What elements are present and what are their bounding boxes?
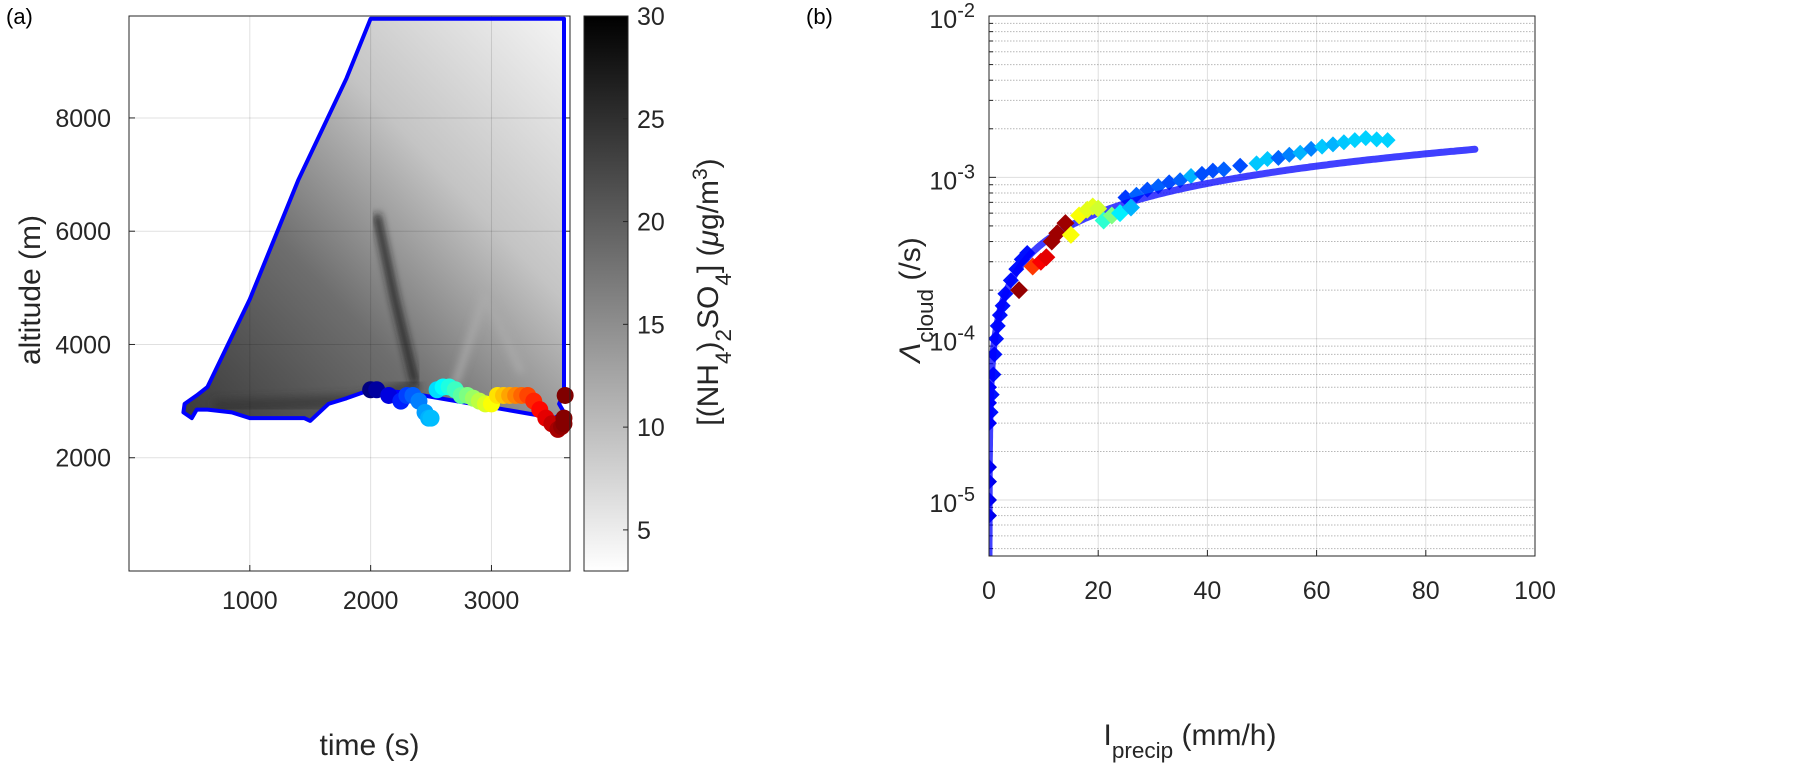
y-tick-label: 10-2 [929, 0, 975, 34]
axes-background [989, 16, 1535, 556]
blue-diamond-point [1303, 140, 1320, 157]
y-tick-base: 10 [929, 329, 957, 357]
x-tick-label: 80 [1412, 577, 1440, 605]
y-tick-label: 6000 [55, 218, 111, 246]
label-part: 4 [711, 273, 736, 286]
axes-box [988, 15, 1536, 557]
blue-diamond-point [1232, 157, 1249, 174]
label-part: cloud [913, 289, 938, 343]
y-tick-base: 10 [929, 167, 957, 195]
blue-diamond-point [1335, 134, 1352, 151]
label-part: 4 [711, 352, 736, 365]
label-part: (mm/h) [1173, 719, 1276, 752]
y-tick-label: 2000 [55, 445, 111, 473]
label-part: (/s) [894, 237, 927, 289]
x-tick-label: 3000 [464, 587, 520, 615]
cloud-base-point [555, 409, 573, 427]
y-axis-label: altitude (m) [14, 215, 47, 365]
colorbar-tick-label: 25 [637, 106, 665, 134]
y-tick-base: 10 [929, 490, 957, 518]
colorbar-label: [(NH4)2SO4] (μg/m3) [689, 158, 736, 425]
colored-diamond-point [1010, 281, 1029, 300]
axes-box [128, 15, 571, 572]
x-tick-label: 60 [1303, 577, 1331, 605]
colored-diamond-point [1061, 225, 1080, 244]
blue-diamond-point [1183, 167, 1200, 184]
plot-area [989, 130, 1479, 556]
panel-a-heatmap: 1000 2000 3000 2000 4000 6000 8000 time (s) alti… [14, 3, 736, 762]
y-axis-label: Λcloud (/s) [894, 237, 938, 364]
colorbar [583, 15, 629, 572]
colorbar-tick-label: 5 [637, 517, 651, 545]
colorbar-tick-label: 30 [637, 3, 665, 31]
label-part: precip [1112, 738, 1173, 763]
label-part: ] ( [692, 246, 725, 273]
blue-diamond-point [1314, 138, 1331, 155]
x-tick-label: 100 [1514, 577, 1556, 605]
x-axis-label: time (s) [320, 729, 420, 762]
colorbar-tick-label: 20 [637, 209, 665, 237]
label-part: I [1104, 719, 1112, 752]
x-tick-label: 0 [982, 577, 996, 605]
concentration-fill [183, 18, 564, 421]
y-tick-exponent: -2 [957, 0, 975, 22]
x-tick-label: 40 [1193, 577, 1221, 605]
blue-diamond-point [1259, 150, 1276, 167]
cloud-base-point [422, 409, 440, 427]
blue-diamond-point [1379, 132, 1396, 149]
label-part: 2 [711, 329, 736, 342]
x-tick-label: 2000 [343, 587, 399, 615]
label-part: [(NH [692, 364, 725, 426]
y-tick-exponent: -3 [957, 161, 975, 183]
cloud-base-point [556, 386, 574, 404]
x-tick-label: 1000 [222, 587, 278, 615]
label-part: ) [692, 342, 725, 352]
label-part: SO [692, 286, 725, 329]
label-part: g/m [692, 180, 725, 230]
y-tick-label: 8000 [55, 105, 111, 133]
blue-diamond-point [1368, 131, 1385, 148]
blue-diamond-point [1204, 162, 1221, 179]
concentration-streak [373, 213, 419, 385]
y-tick-label: 10-4 [929, 323, 975, 357]
blue-diamond-point [1346, 132, 1363, 149]
colored-diamond-point [1037, 248, 1056, 267]
y-tick-label: 4000 [55, 331, 111, 359]
colorbar-tick-label: 10 [637, 414, 665, 442]
concentration-streak-faint [452, 285, 525, 386]
y-tick-exponent: -4 [957, 323, 975, 345]
panel-label-b: (b) [806, 4, 833, 29]
colored-diamond-point [1048, 224, 1067, 243]
y-tick-label: 10-3 [929, 161, 975, 195]
y-tick-label: 10-5 [929, 484, 975, 518]
blue-diamond-point [1161, 174, 1178, 191]
x-axis-label: Iprecip (mm/h) [1104, 719, 1277, 763]
y-tick-base: 10 [929, 6, 957, 34]
label-part: ) [692, 158, 725, 168]
concentration-field [183, 18, 564, 421]
blue-diamond-point [1281, 146, 1298, 163]
label-part: μ [692, 230, 725, 247]
x-tick-label: 20 [1084, 577, 1112, 605]
panel-label-a: (a) [6, 4, 33, 29]
colorbar-tick-label: 15 [637, 311, 665, 339]
label-part: Λ [894, 343, 927, 365]
colored-diamond-point [1121, 198, 1140, 217]
label-part: 3 [689, 168, 712, 180]
blue-diamond-point [1215, 161, 1232, 178]
blue-diamond-point [1357, 130, 1374, 147]
y-tick-exponent: -5 [957, 484, 975, 506]
blue-diamond-point [1324, 136, 1341, 153]
